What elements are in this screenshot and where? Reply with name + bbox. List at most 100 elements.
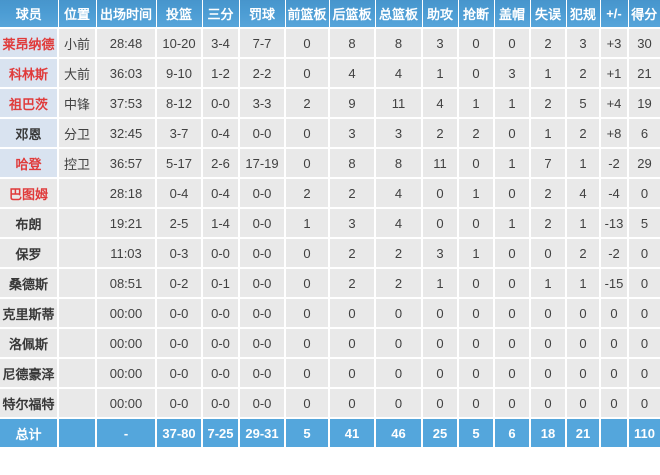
column-header-3pt: 三分 (202, 0, 240, 29)
stat-dreb: 4 (329, 58, 376, 89)
stat-3pt: 0-0 (202, 328, 240, 359)
stat-position: 小前 (58, 28, 97, 59)
stat-position (58, 238, 97, 269)
stat-ft: 0-0 (239, 118, 286, 149)
column-header-blk: 盖帽 (494, 0, 531, 29)
column-header-oreb: 前篮板 (285, 0, 330, 29)
stat-pts: 0 (628, 238, 660, 269)
stat-fg: 2-5 (156, 208, 203, 239)
box-score-table: 球员 位置 出场时间 投篮 三分 罚球 前篮板 后篮板 总篮板 助攻 抢断 盖帽 失误 犯规 +/- 得分 莱… (0, 0, 660, 447)
total-stat-dreb: 41 (329, 418, 376, 447)
stat-treb: 0 (375, 358, 423, 389)
total-stat-tov: 18 (530, 418, 567, 447)
stat-minutes: 00:00 (96, 358, 157, 389)
stat-pf: 0 (566, 328, 601, 359)
total-stat-minutes: - (96, 418, 157, 447)
stat-treb: 8 (375, 28, 423, 59)
stat-pts: 29 (628, 148, 660, 179)
stat-fg: 9-10 (156, 58, 203, 89)
player-row: 布朗 19:21 2-5 1-4 0-0 1 3 4 0 0 1 2 1 -13 5 (0, 208, 660, 239)
stat-blk: 1 (494, 88, 531, 119)
column-header-ft: 罚球 (239, 0, 286, 29)
player-row: 哈登 控卫 36:57 5-17 2-6 17-19 0 8 8 11 0 1 7 1 -2 29 (0, 148, 660, 179)
stat-stl: 2 (458, 118, 495, 149)
stat-plus-minus: -2 (600, 148, 629, 179)
stat-3pt: 0-4 (202, 178, 240, 209)
stat-pf: 4 (566, 178, 601, 209)
stat-3pt: 0-4 (202, 118, 240, 149)
stat-position: 中锋 (58, 88, 97, 119)
player-name[interactable]: 科林斯 (0, 58, 59, 89)
stat-tov: 0 (530, 238, 567, 269)
player-name[interactable]: 哈登 (0, 148, 59, 179)
stat-3pt: 3-4 (202, 28, 240, 59)
stat-tov: 0 (530, 328, 567, 359)
stat-treb: 0 (375, 388, 423, 419)
stat-ast: 3 (422, 238, 459, 269)
stat-oreb: 0 (285, 28, 330, 59)
stat-ft: 2-2 (239, 58, 286, 89)
total-label: 总计 (0, 418, 59, 447)
stat-stl: 0 (458, 268, 495, 299)
stat-ast: 1 (422, 58, 459, 89)
stat-pf: 2 (566, 238, 601, 269)
stat-pf: 1 (566, 208, 601, 239)
stat-stl: 0 (458, 328, 495, 359)
stat-stl: 1 (458, 238, 495, 269)
stat-ast: 0 (422, 388, 459, 419)
stat-plus-minus: -15 (600, 268, 629, 299)
stat-dreb: 3 (329, 208, 376, 239)
stat-treb: 0 (375, 298, 423, 329)
stat-plus-minus: -4 (600, 178, 629, 209)
stat-dreb: 0 (329, 358, 376, 389)
stat-oreb: 0 (285, 148, 330, 179)
stat-fg: 0-0 (156, 388, 203, 419)
stat-ast: 4 (422, 88, 459, 119)
total-stat-stl: 5 (458, 418, 495, 447)
total-stat-3pt: 7-25 (202, 418, 240, 447)
stat-fg: 0-0 (156, 298, 203, 329)
stat-pf: 3 (566, 28, 601, 59)
stat-oreb: 0 (285, 118, 330, 149)
stat-plus-minus: +8 (600, 118, 629, 149)
column-header-treb: 总篮板 (375, 0, 423, 29)
stat-position (58, 358, 97, 389)
stat-blk: 0 (494, 28, 531, 59)
stat-tov: 0 (530, 358, 567, 389)
stat-position: 大前 (58, 58, 97, 89)
stat-position (58, 298, 97, 329)
player-row: 特尔福特 00:00 0-0 0-0 0-0 0 0 0 0 0 0 0 0 0 0 (0, 388, 660, 419)
stat-position: 分卫 (58, 118, 97, 149)
stat-stl: 0 (458, 358, 495, 389)
player-name: 布朗 (0, 208, 59, 239)
column-header-fg: 投篮 (156, 0, 203, 29)
column-header-pf: 犯规 (566, 0, 601, 29)
stat-position: 控卫 (58, 148, 97, 179)
stat-tov: 2 (530, 178, 567, 209)
stat-ast: 3 (422, 28, 459, 59)
stat-blk: 0 (494, 358, 531, 389)
stat-ft: 0-0 (239, 358, 286, 389)
stat-plus-minus: 0 (600, 298, 629, 329)
stat-treb: 0 (375, 328, 423, 359)
stat-minutes: 11:03 (96, 238, 157, 269)
player-name[interactable]: 莱昂纳德 (0, 28, 59, 59)
stat-treb: 3 (375, 118, 423, 149)
stat-blk: 0 (494, 118, 531, 149)
stat-pts: 0 (628, 388, 660, 419)
stat-plus-minus: -2 (600, 238, 629, 269)
player-row: 桑德斯 08:51 0-2 0-1 0-0 0 2 2 1 0 0 1 1 -15 0 (0, 268, 660, 299)
stat-3pt: 0-1 (202, 268, 240, 299)
player-name[interactable]: 巴图姆 (0, 178, 59, 209)
stat-minutes: 32:45 (96, 118, 157, 149)
stat-plus-minus: 0 (600, 328, 629, 359)
player-row: 祖巴茨 中锋 37:53 8-12 0-0 3-3 2 9 11 4 1 1 2 5 +4 19 (0, 88, 660, 119)
stat-tov: 7 (530, 148, 567, 179)
stat-minutes: 00:00 (96, 388, 157, 419)
stat-pf: 1 (566, 148, 601, 179)
stat-ast: 2 (422, 118, 459, 149)
stat-tov: 1 (530, 118, 567, 149)
stat-tov: 2 (530, 28, 567, 59)
stat-pts: 5 (628, 208, 660, 239)
player-name[interactable]: 祖巴茨 (0, 88, 59, 119)
